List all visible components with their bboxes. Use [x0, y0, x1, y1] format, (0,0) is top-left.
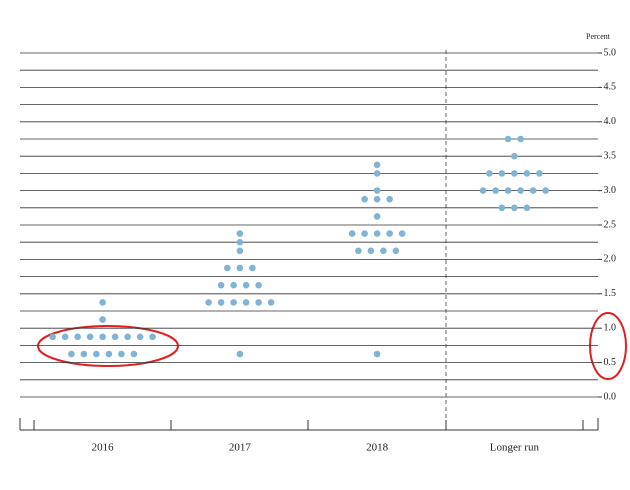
highlight — [589, 312, 627, 380]
y-tick-label: 1.5 — [604, 288, 617, 299]
dot — [504, 187, 512, 194]
dot — [224, 264, 231, 272]
dot — [217, 281, 225, 289]
dot — [517, 187, 524, 194]
dot — [111, 333, 119, 341]
dot — [486, 170, 493, 177]
dot — [61, 333, 69, 341]
dot — [99, 333, 106, 341]
dot — [511, 152, 518, 160]
dot — [149, 333, 156, 341]
y-tick-label: 0.0 — [604, 391, 617, 402]
dot — [255, 281, 262, 289]
dot — [236, 247, 244, 255]
y-tick-label: 3.5 — [604, 150, 617, 161]
dot — [386, 195, 393, 203]
dot — [236, 230, 244, 237]
dot — [205, 299, 212, 306]
dot — [367, 247, 375, 255]
dot — [373, 170, 381, 177]
dot — [105, 350, 113, 358]
y-tick-label: 5.0 — [604, 47, 617, 58]
dot — [80, 350, 88, 358]
dot — [124, 333, 131, 341]
y-tick-label: 2.0 — [604, 254, 617, 265]
dot — [118, 350, 125, 358]
dot — [504, 135, 512, 143]
dot — [49, 333, 56, 341]
y-axis-label: Percent — [586, 32, 611, 41]
x-tick-label: 2016 — [92, 442, 115, 454]
dot — [230, 281, 237, 289]
x-axis-ticks — [19, 418, 599, 430]
dot — [230, 299, 237, 306]
dot — [86, 333, 94, 341]
dot — [99, 316, 106, 323]
dot — [511, 204, 518, 212]
y-tick-label: 0.5 — [604, 357, 617, 368]
y-tick-label: 2.5 — [604, 219, 617, 230]
dot — [373, 161, 381, 169]
dot — [380, 247, 387, 255]
dot — [498, 170, 506, 177]
dot — [236, 264, 244, 272]
dot — [242, 281, 250, 289]
dot — [373, 213, 381, 220]
dot — [523, 204, 531, 212]
dot — [136, 333, 144, 341]
y-tick-label: 4.5 — [604, 82, 617, 93]
dot — [523, 170, 531, 177]
dot — [373, 187, 381, 194]
dot — [355, 247, 362, 255]
dot — [99, 299, 106, 306]
dot — [536, 170, 543, 177]
dot — [130, 350, 138, 358]
dot — [249, 264, 256, 272]
dot — [255, 299, 262, 306]
dot — [236, 238, 244, 246]
x-tick-label: Longer run — [490, 442, 540, 454]
dot — [542, 187, 549, 194]
x-tick-label: 2017 — [229, 442, 252, 454]
dot — [348, 230, 356, 237]
dot — [373, 230, 381, 237]
highlight — [37, 325, 179, 367]
dot — [373, 350, 381, 358]
dot — [267, 299, 275, 306]
dot — [398, 230, 406, 237]
dot — [242, 299, 250, 306]
y-tick-label: 1.0 — [604, 322, 617, 333]
dot — [236, 350, 244, 358]
dot — [373, 195, 381, 203]
dot — [511, 170, 518, 177]
y-tick-label: 4.0 — [604, 116, 617, 127]
y-tick-label: 3.0 — [604, 185, 617, 196]
dot — [386, 230, 393, 237]
dot — [492, 187, 499, 194]
dot — [217, 299, 225, 306]
dot — [529, 187, 537, 194]
dot — [498, 204, 506, 212]
dot — [361, 195, 368, 203]
dot — [479, 187, 487, 194]
dot — [93, 350, 100, 358]
dot — [74, 333, 81, 341]
x-tick-label: 2018 — [366, 442, 389, 454]
dot — [361, 230, 368, 237]
dot — [392, 247, 400, 255]
dot — [517, 135, 524, 143]
dot — [68, 350, 75, 358]
